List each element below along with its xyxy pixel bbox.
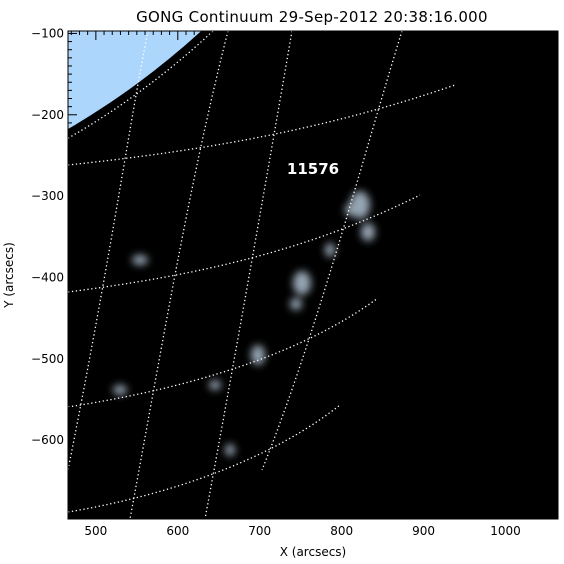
- x-axis-label: X (arcsecs): [280, 545, 347, 559]
- x-tick-label: 800: [330, 524, 353, 538]
- axis-tick-labels: 500 600 700 800 900 1000 −100 −200 −300 −400 −500 −…: [31, 26, 521, 538]
- faculae-brightenings: [113, 191, 375, 456]
- x-tick-label: 600: [166, 524, 189, 538]
- y-tick-label: −600: [31, 433, 64, 447]
- x-tick-label: 900: [412, 524, 435, 538]
- grid-latitude-line: [68, 84, 456, 166]
- chart-title: GONG Continuum 29-Sep-2012 20:38:16.000: [136, 8, 488, 26]
- active-region-label: 11576: [287, 160, 339, 178]
- y-tick-label: −300: [31, 189, 64, 203]
- axis-ticks: [68, 31, 558, 519]
- x-tick-label: 500: [84, 524, 107, 538]
- solar-disk: [68, 31, 201, 129]
- grid-longitude-line: [204, 31, 293, 519]
- grid-longitude-line: [261, 31, 403, 471]
- grid-latitude-line: [68, 297, 379, 408]
- grid-latitude-line: [68, 404, 341, 513]
- grid-longitude-line: [68, 31, 149, 471]
- plot-frame: [67, 30, 559, 520]
- y-tick-label: −400: [31, 270, 64, 284]
- y-axis-label: Y (arcsecs): [2, 242, 16, 309]
- space-background: [68, 31, 558, 519]
- heliographic-grid: [68, 31, 456, 519]
- plot-area: 11576: [68, 31, 558, 519]
- x-tick-label: 1000: [490, 524, 521, 538]
- x-tick-label: 700: [248, 524, 271, 538]
- y-tick-label: −200: [31, 108, 64, 122]
- y-tick-label: −100: [31, 26, 64, 40]
- y-tick-label: −500: [31, 352, 64, 366]
- grid-longitude-line: [129, 31, 229, 519]
